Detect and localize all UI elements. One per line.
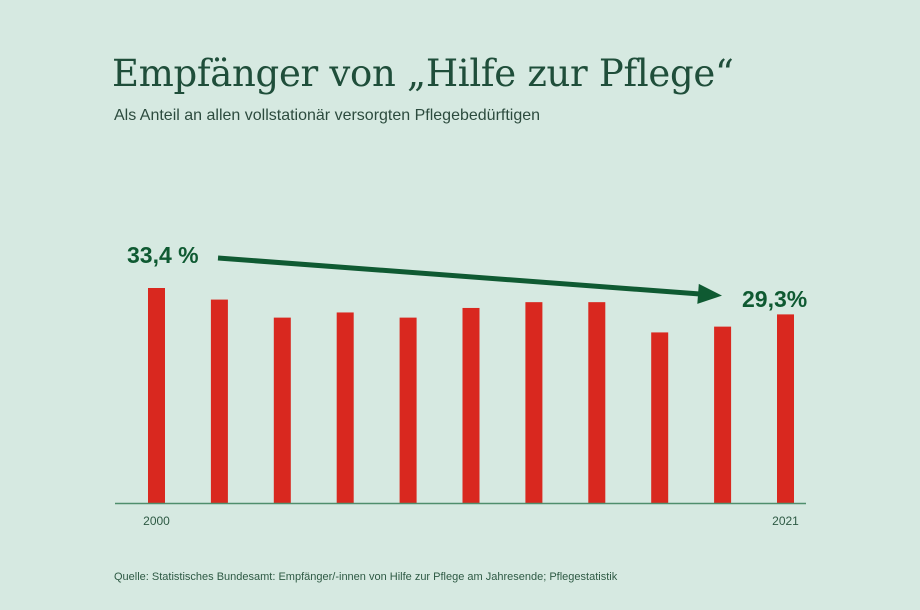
bar-10 xyxy=(777,314,794,503)
value-labels: 33,4 % 29,3% xyxy=(127,242,807,312)
bar-7 xyxy=(588,302,606,503)
x-ticks: 2000 2021 xyxy=(143,514,799,528)
bar-3 xyxy=(336,312,354,503)
bar-0 xyxy=(148,288,165,503)
bar-5 xyxy=(462,307,480,503)
tick-label-10: 2021 xyxy=(772,514,799,528)
trend-arrow xyxy=(217,255,722,304)
trend-arrow-head xyxy=(697,283,722,304)
bar-8 xyxy=(651,332,669,503)
bar-6 xyxy=(525,302,543,503)
chart-subtitle: Als Anteil an allen vollstationär versor… xyxy=(114,107,541,124)
trend-arrow-line xyxy=(217,255,701,297)
bar-9 xyxy=(714,326,732,503)
tick-label-0: 2000 xyxy=(143,514,170,528)
value-label-0: 33,4 % xyxy=(127,242,199,268)
bar-1 xyxy=(210,299,228,503)
bars-group xyxy=(148,288,794,503)
bar-4 xyxy=(399,317,417,503)
chart-title: Empfänger von „Hilfe zur Pflege“ xyxy=(112,52,734,95)
bar-2 xyxy=(273,317,291,503)
source-note: Quelle: Statistisches Bundesamt: Empfäng… xyxy=(114,571,618,583)
value-label-10: 29,3% xyxy=(742,286,807,312)
